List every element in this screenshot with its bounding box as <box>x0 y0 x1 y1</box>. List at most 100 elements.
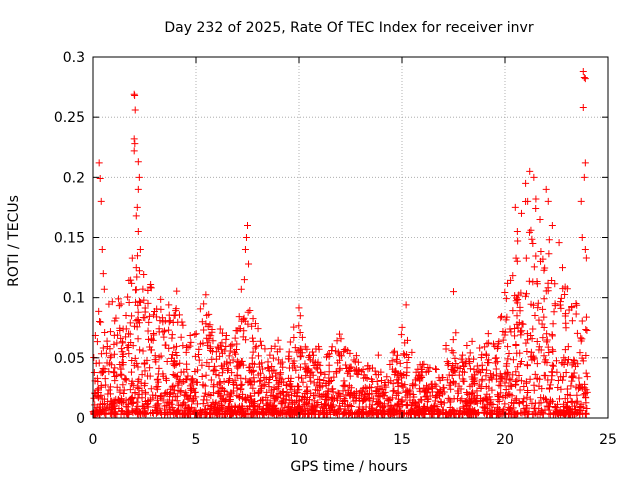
data-point <box>102 349 110 357</box>
data-point <box>388 357 396 365</box>
data-point <box>528 235 536 243</box>
data-point <box>577 407 585 415</box>
data-point <box>551 300 559 308</box>
data-point <box>207 376 215 384</box>
data-point <box>104 390 112 398</box>
data-point <box>206 321 214 329</box>
data-point <box>204 323 212 331</box>
data-point <box>195 345 203 353</box>
data-point <box>261 345 269 353</box>
data-point <box>408 348 416 356</box>
data-point <box>251 320 259 328</box>
data-point <box>573 301 581 309</box>
data-point <box>416 374 424 382</box>
data-point <box>537 399 545 407</box>
data-point <box>415 403 423 411</box>
data-point <box>210 366 218 374</box>
y-tick-label: 0.3 <box>63 50 85 66</box>
data-point <box>246 410 254 418</box>
x-axis-label: GPS time / hours <box>290 459 407 475</box>
data-point <box>195 356 203 364</box>
data-point <box>144 287 152 295</box>
axis-ticks <box>92 56 609 419</box>
data-point <box>496 370 504 378</box>
data-point <box>326 377 334 385</box>
data-point <box>282 396 290 404</box>
data-point <box>184 372 192 380</box>
data-point <box>144 299 152 307</box>
data-point <box>502 410 510 418</box>
data-point <box>559 373 567 381</box>
data-point <box>519 398 527 406</box>
data-point <box>582 326 590 334</box>
data-point <box>97 318 105 326</box>
y-tick-label: 0.2 <box>63 170 85 186</box>
data-point <box>451 354 459 362</box>
data-point <box>568 317 576 325</box>
data-point <box>163 401 171 409</box>
data-point <box>240 314 248 322</box>
data-point <box>226 359 234 367</box>
data-point <box>186 331 194 339</box>
data-point <box>264 358 272 366</box>
data-point <box>444 361 452 369</box>
data-point <box>523 393 531 401</box>
data-point <box>541 372 549 380</box>
data-point <box>154 396 162 404</box>
data-point <box>511 332 519 340</box>
data-point <box>324 351 332 359</box>
data-point <box>246 363 254 371</box>
data-point <box>568 398 576 406</box>
data-point <box>487 400 495 408</box>
data-point <box>532 252 540 260</box>
data-point <box>463 341 471 349</box>
data-point <box>572 300 580 308</box>
data-point <box>153 376 161 384</box>
data-point <box>273 385 281 393</box>
data-point <box>530 173 538 181</box>
data-point <box>131 140 139 148</box>
data-point <box>445 359 453 367</box>
data-point <box>249 348 257 356</box>
data-point <box>430 403 438 411</box>
data-point <box>115 295 123 303</box>
data-point <box>192 330 200 338</box>
data-point <box>215 372 223 380</box>
data-point <box>132 286 140 294</box>
data-point <box>411 381 419 389</box>
data-point <box>449 336 457 344</box>
data-point <box>367 384 375 392</box>
data-point <box>226 375 234 383</box>
data-point <box>567 382 575 390</box>
data-point <box>204 341 212 349</box>
data-point <box>206 410 214 418</box>
data-point <box>129 381 137 389</box>
data-point <box>147 280 155 288</box>
data-point <box>218 329 226 337</box>
data-point <box>344 410 352 418</box>
data-point <box>270 410 278 418</box>
data-point <box>151 356 159 364</box>
data-point <box>323 390 331 398</box>
data-point <box>502 375 510 383</box>
data-point <box>493 344 501 352</box>
data-point <box>119 381 127 389</box>
data-point <box>551 404 559 412</box>
data-point <box>426 404 434 412</box>
data-point <box>155 364 163 372</box>
data-point <box>100 285 108 293</box>
data-point <box>191 352 199 360</box>
data-point <box>583 326 591 334</box>
data-point <box>553 368 561 376</box>
data-point <box>131 389 139 397</box>
data-point <box>222 335 230 343</box>
data-point <box>134 335 142 343</box>
data-point <box>531 370 539 378</box>
data-point <box>249 406 257 414</box>
data-point <box>432 366 440 374</box>
data-point <box>495 397 503 405</box>
data-point <box>132 212 140 220</box>
data-point <box>546 410 554 418</box>
data-point <box>157 352 165 360</box>
data-point <box>512 380 520 388</box>
